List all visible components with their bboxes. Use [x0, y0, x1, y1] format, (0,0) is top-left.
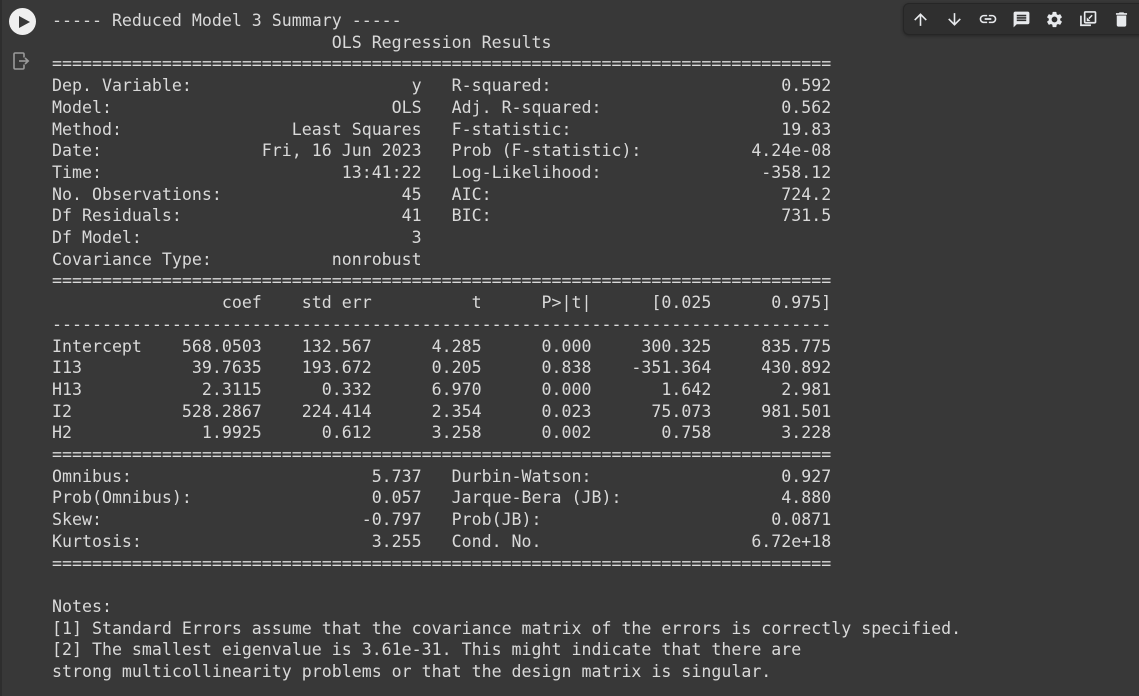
cell-toolbar [903, 3, 1139, 35]
add-comment-button[interactable] [1005, 4, 1039, 34]
move-cell-down-button[interactable] [938, 4, 972, 34]
cell-settings-button[interactable] [1038, 4, 1072, 34]
ols-summary-output: ----- Reduced Model 3 Summary ----- OLS … [52, 11, 962, 682]
comment-icon [1013, 11, 1030, 27]
run-cell-button[interactable] [9, 8, 36, 35]
delete-cell-button[interactable] [1105, 4, 1139, 34]
output-arrow-icon [13, 52, 30, 70]
copy-link-button[interactable] [971, 4, 1005, 34]
move-cell-up-button[interactable] [904, 4, 938, 34]
trash-icon [1116, 11, 1128, 27]
arrow-up-icon [914, 12, 928, 26]
mirror-cell-button[interactable] [1072, 4, 1106, 34]
arrow-down-icon [947, 12, 961, 26]
gear-icon [1047, 11, 1063, 27]
cell-left-border [0, 0, 2, 696]
mirror-cell-icon [1080, 11, 1097, 27]
link-icon [979, 14, 997, 24]
cell-output-indicator-button[interactable] [11, 50, 31, 72]
play-icon [18, 15, 30, 28]
